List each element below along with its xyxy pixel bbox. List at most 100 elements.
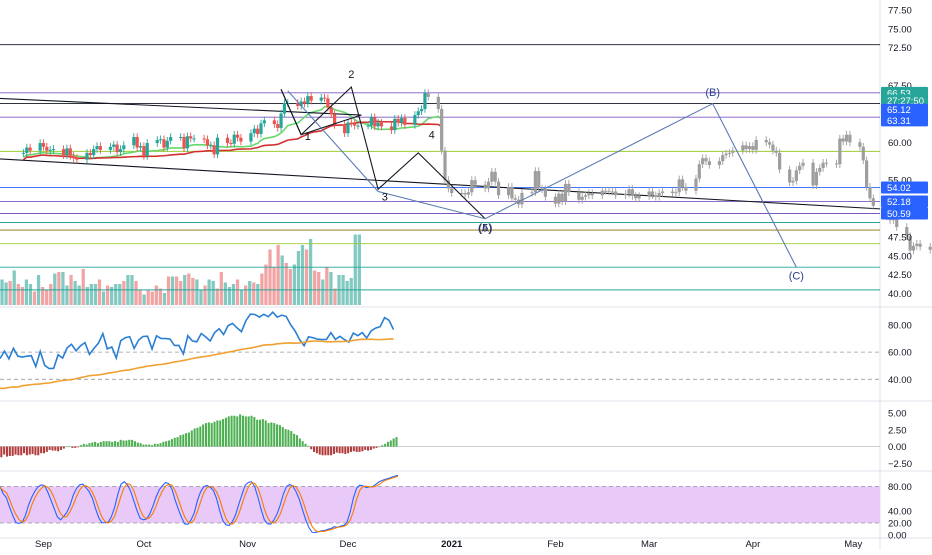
macd-bar <box>304 444 306 447</box>
candle-body <box>89 153 92 155</box>
candle-body <box>239 138 242 142</box>
macd-bar <box>174 438 176 447</box>
candle-body <box>755 140 758 150</box>
candle-body <box>159 139 162 140</box>
candle-body <box>413 115 416 125</box>
macd-bar <box>111 442 113 447</box>
candle-body <box>25 148 28 153</box>
candle-body <box>520 193 523 204</box>
candle-body <box>373 117 376 126</box>
volume-bar <box>321 280 324 306</box>
wave-label: (C) <box>789 270 804 282</box>
macd-bar <box>282 427 284 446</box>
macd-bar <box>395 437 397 446</box>
macd-bar <box>17 447 19 456</box>
candle-body <box>370 117 373 125</box>
macd-bar <box>313 447 315 452</box>
macd-bar <box>43 447 45 454</box>
volume-bar <box>268 250 271 306</box>
candle-body <box>745 145 748 149</box>
candle-body <box>366 126 369 127</box>
macd-bar <box>287 430 289 447</box>
macd-bar <box>32 447 34 454</box>
candle-body <box>591 193 594 195</box>
candle-body <box>450 188 453 193</box>
macd-bar <box>100 442 102 447</box>
price-scale-label: 63.31 <box>887 116 911 127</box>
candle-body <box>139 146 142 148</box>
volume-bar <box>240 290 243 305</box>
macd-bar <box>233 416 235 447</box>
volume-bar <box>264 265 267 306</box>
candle-body <box>182 137 185 148</box>
volume-bar <box>272 268 275 306</box>
volume-bar <box>49 284 52 305</box>
macd-bar <box>205 423 207 446</box>
macd-bar <box>185 433 187 446</box>
candle-body <box>142 146 145 156</box>
candle-body <box>192 138 195 139</box>
candle-body <box>119 149 122 152</box>
candle-body <box>463 193 466 195</box>
macd-bar <box>336 447 338 453</box>
candle-body <box>427 93 430 97</box>
volume-bar <box>78 286 81 306</box>
macd-bar <box>384 444 386 447</box>
macd-bar <box>117 442 119 447</box>
volume-bar <box>155 286 158 306</box>
stochastic-band <box>0 486 880 523</box>
volume-bar <box>358 235 361 306</box>
candle-body <box>233 135 236 144</box>
candle-body <box>564 184 567 201</box>
volume-bar <box>73 281 76 305</box>
price-axis-tick: 77.50 <box>888 5 912 16</box>
volume-bar <box>224 283 227 306</box>
macd-bar <box>51 447 53 451</box>
macd-bar <box>324 447 326 456</box>
macd-bar <box>367 447 369 451</box>
macd-bar <box>293 434 295 447</box>
candle-body <box>440 109 443 151</box>
macd-bar <box>214 422 216 447</box>
macd-bar <box>125 441 127 447</box>
candle-body <box>791 181 794 183</box>
candle-body <box>112 145 115 147</box>
candle-body <box>136 137 139 148</box>
candle-body <box>530 192 533 193</box>
candle-body <box>132 137 135 145</box>
candle-body <box>534 171 537 192</box>
candle-body <box>704 158 707 161</box>
candle-body <box>848 135 851 143</box>
candle-body <box>654 195 657 197</box>
macd-bar <box>49 447 51 450</box>
macd-bar <box>239 414 241 446</box>
volume-bar <box>260 274 263 306</box>
macd-bar <box>123 441 125 447</box>
macd-bar <box>145 445 147 447</box>
volume-bar <box>25 280 28 306</box>
candle-body <box>216 138 219 155</box>
volume-bar <box>179 281 182 305</box>
candle-body <box>775 151 778 153</box>
macd-bar <box>296 435 298 446</box>
candle-body <box>279 114 282 128</box>
candle-body <box>607 191 610 192</box>
candle-body <box>209 145 212 146</box>
candle-body <box>69 148 72 156</box>
price-axis-tick: 40.00 <box>888 289 912 300</box>
volume-bar <box>98 280 101 306</box>
time-axis-label: Nov <box>239 539 256 550</box>
candle-body <box>116 145 119 153</box>
macd-bar <box>46 447 48 452</box>
candle-body <box>768 142 771 144</box>
macd-bar <box>157 444 159 447</box>
volume-bar <box>138 290 141 305</box>
macd-axis-tick: 0.00 <box>888 442 907 453</box>
macd-bar <box>91 443 93 447</box>
candle-body <box>487 182 490 189</box>
volume-bar <box>289 269 292 305</box>
macd-bar <box>376 447 378 448</box>
candle-body <box>674 192 677 193</box>
